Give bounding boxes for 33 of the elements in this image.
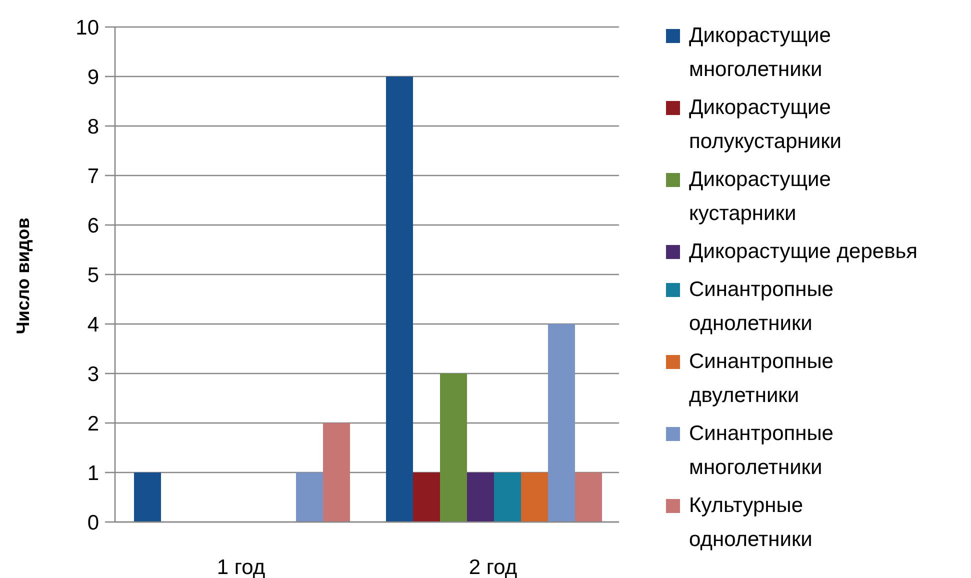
bar (467, 472, 494, 522)
bar (296, 472, 323, 522)
y-tick-label: 2 (87, 412, 99, 436)
y-tick-label: 0 (87, 511, 99, 534)
y-tick-label: 7 (87, 164, 99, 188)
legend-label: Культурные однолетники (689, 493, 814, 553)
x-tick-label: 1 год (216, 556, 266, 578)
legend-label: Дикорастущие многолетники (689, 23, 832, 83)
bar (134, 472, 161, 522)
bar (440, 374, 467, 522)
bar (323, 423, 350, 522)
legend-label: Синантропные однолетники (689, 277, 834, 337)
legend-label: Синантропные двулетники (689, 349, 834, 409)
legend-label: Дикорастущие полукустарники (689, 95, 843, 155)
y-tick-label: 1 (87, 462, 99, 485)
y-axis-title: Число видов (13, 218, 33, 334)
bar (494, 472, 521, 522)
legend-label: Синантропные многолетники (689, 421, 834, 481)
bar (521, 472, 548, 522)
y-tick-label: 8 (87, 115, 99, 138)
bar (575, 472, 602, 522)
bar (548, 324, 575, 522)
bar (386, 76, 413, 522)
y-tick-label: 9 (87, 66, 99, 89)
legend-label: Дикорастущие деревья (689, 239, 919, 265)
y-tick-label: 4 (87, 313, 100, 336)
x-tick-label: 2 год (468, 556, 518, 578)
bar (413, 472, 440, 522)
y-tick-label: 3 (87, 362, 99, 386)
legend-label: Дикорастущие кустарники (689, 167, 832, 227)
y-tick-label: 10 (76, 16, 99, 40)
y-tick-label: 6 (87, 214, 99, 238)
y-tick-label: 5 (87, 264, 99, 287)
